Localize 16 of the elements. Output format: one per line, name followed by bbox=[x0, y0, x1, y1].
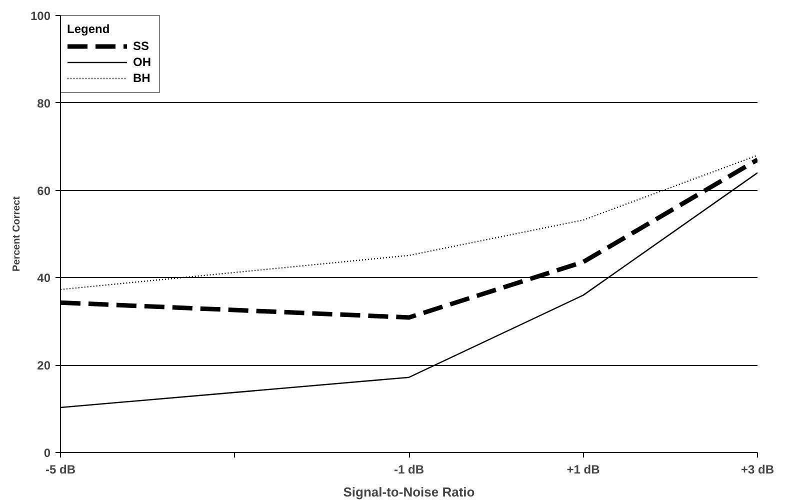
legend-label: BH bbox=[133, 70, 152, 86]
x-tick-label: +1 dB bbox=[566, 462, 600, 476]
legend-label: SS bbox=[133, 38, 150, 54]
y-tick-label: 20 bbox=[37, 358, 51, 373]
legend-title: Legend bbox=[67, 22, 111, 36]
y-tick-label: 0 bbox=[44, 446, 51, 460]
x-tick-label: -1 dB bbox=[394, 462, 424, 476]
y-tick-label: 60 bbox=[37, 184, 51, 198]
legend-label: OH bbox=[133, 54, 152, 70]
y-tick-label: 100 bbox=[30, 9, 51, 23]
y-axis-title: Percent Correct bbox=[11, 196, 22, 272]
x-axis-title: Signal-to-Noise Ratio bbox=[343, 484, 475, 500]
x-tick-label: -5 dB bbox=[46, 462, 76, 476]
x-tick-label: +3 dB bbox=[740, 462, 774, 476]
y-tick-label: 40 bbox=[37, 271, 51, 286]
y-tick-label: 80 bbox=[37, 96, 51, 110]
